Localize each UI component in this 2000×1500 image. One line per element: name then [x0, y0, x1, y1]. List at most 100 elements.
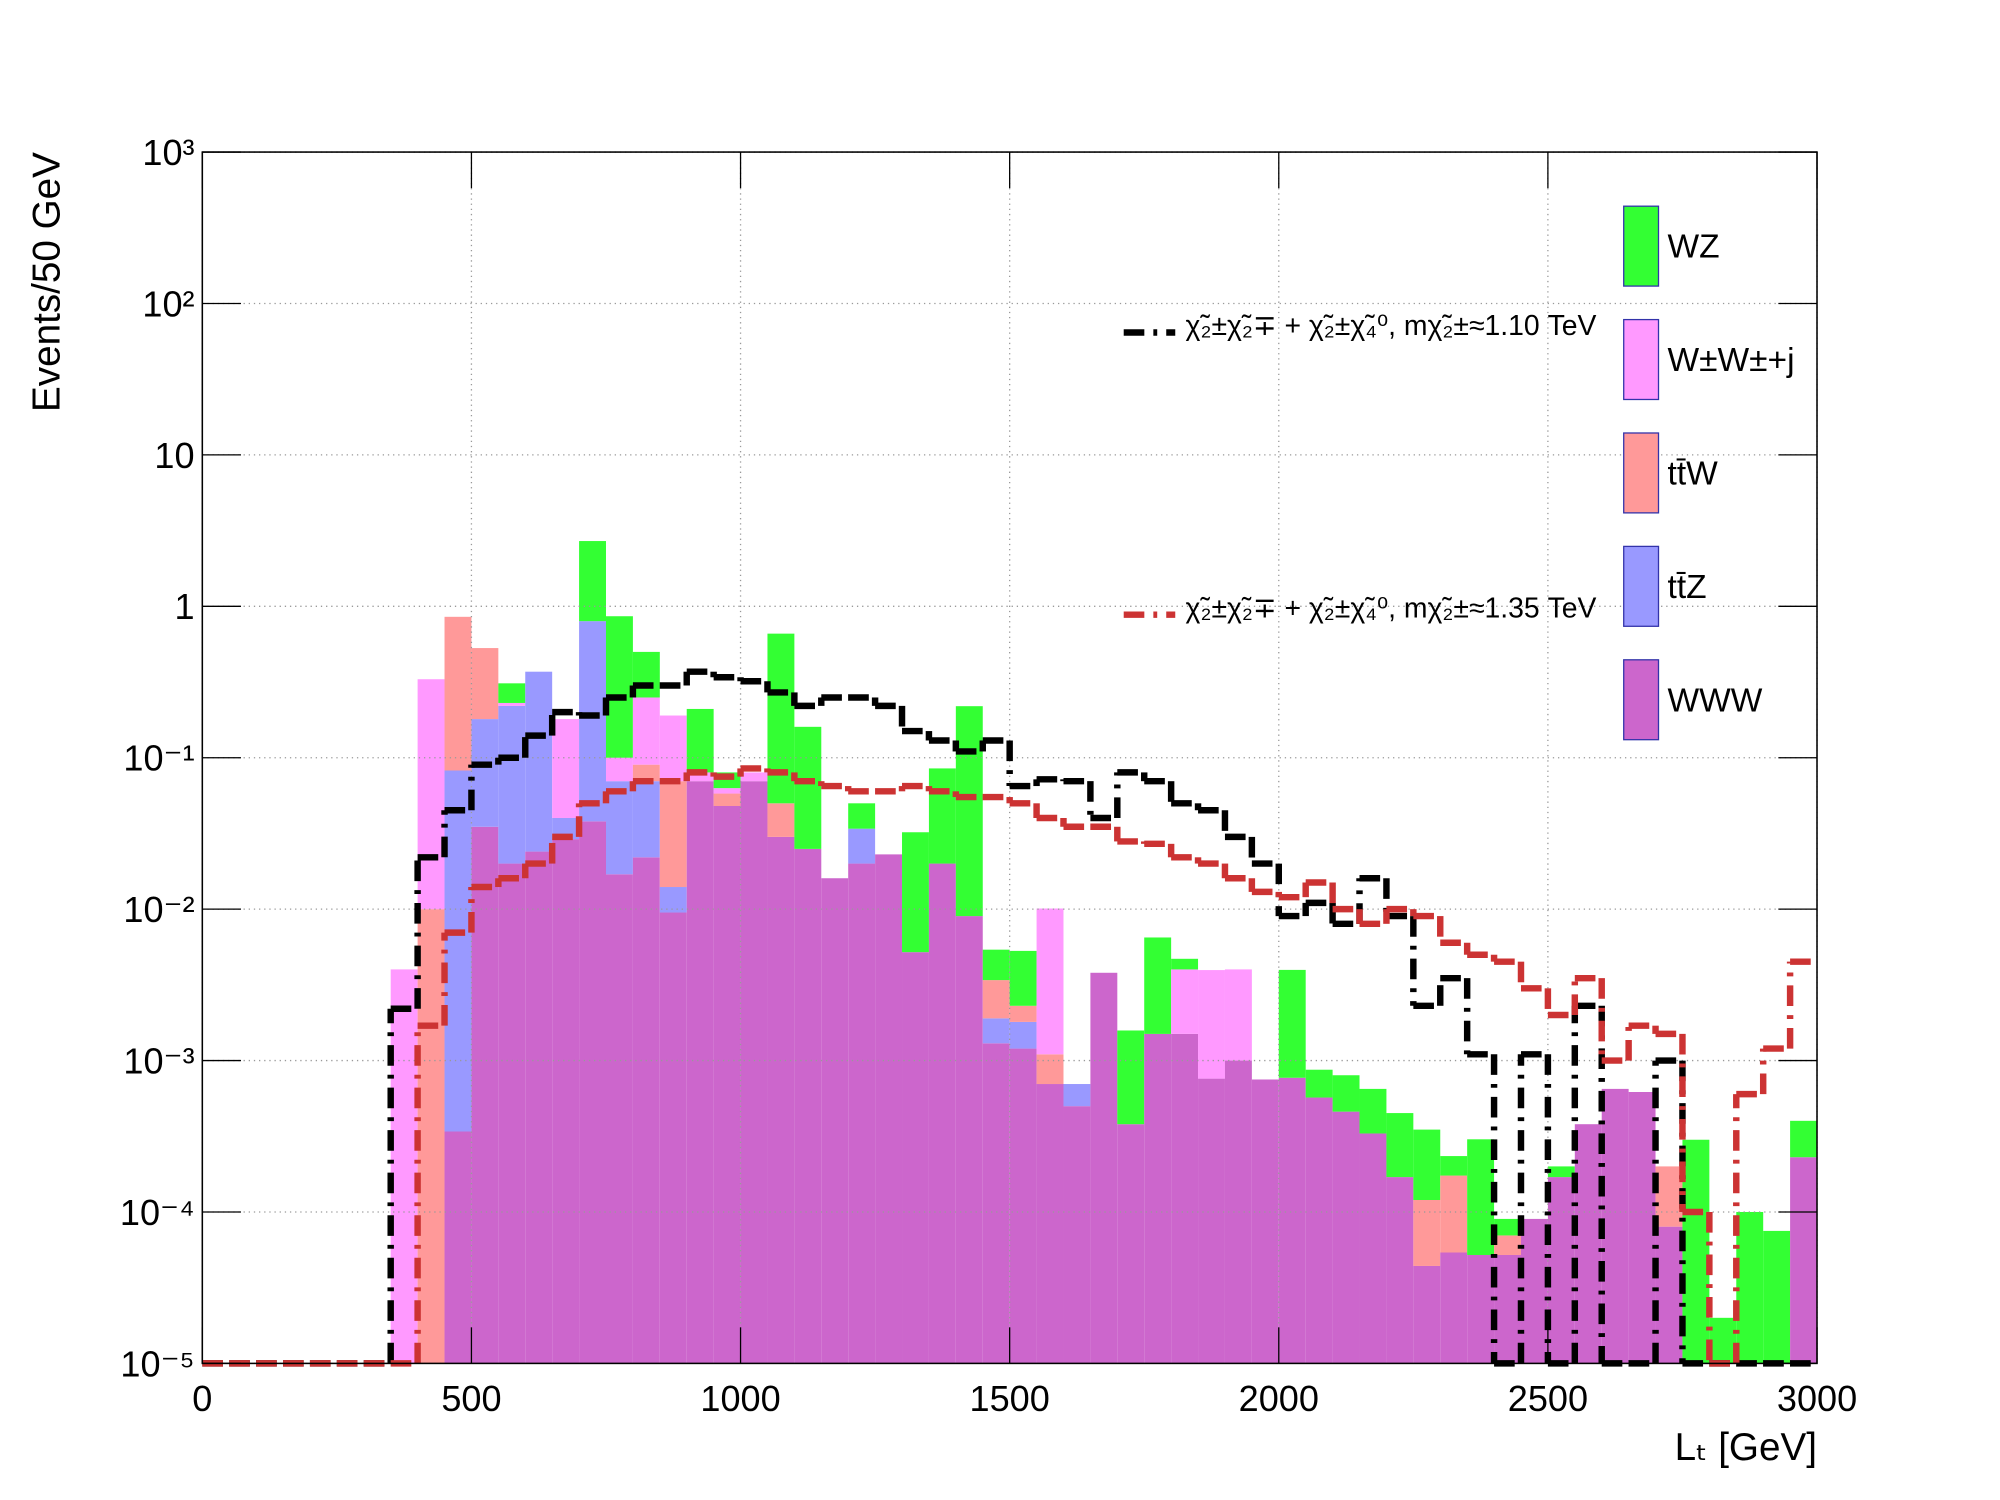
bar-segment [1440, 1252, 1468, 1364]
legend-swatch [1623, 318, 1660, 401]
bar-segment [1790, 1120, 1818, 1158]
bar-segment [848, 828, 876, 864]
bar-segment [1413, 1129, 1441, 1200]
bar-segment [982, 1043, 1010, 1364]
bar-segment [1790, 1157, 1818, 1364]
bar-segment [632, 857, 660, 1364]
bar-segment [982, 949, 1010, 981]
bar-segment [632, 781, 660, 858]
bar-segment [740, 781, 768, 1364]
bar-segment [955, 706, 983, 917]
bar-segment [1574, 1124, 1602, 1364]
bar-segment [579, 541, 606, 622]
bar-segment [471, 826, 499, 1364]
bar-segment [794, 726, 822, 849]
bar-segment [444, 616, 472, 771]
bar-segment [659, 715, 687, 782]
bar-segment [444, 1131, 472, 1364]
bar-segment [902, 952, 929, 1364]
y-tick-label: 10⁻³ [123, 1040, 194, 1081]
bar-segment [713, 793, 741, 806]
bar-segment [1736, 1211, 1764, 1364]
bar-segment [928, 768, 956, 864]
bar-segment [1413, 1199, 1441, 1266]
bar-segment [686, 708, 714, 773]
x-tick-label: 500 [441, 1378, 501, 1419]
bar-segment [1171, 1033, 1199, 1364]
bar-segment [1386, 1177, 1414, 1364]
y-tick-label: 10 [154, 435, 194, 476]
x-tick-label: 2500 [1508, 1378, 1588, 1419]
bar-segment [1682, 1139, 1710, 1364]
bar-segment [1655, 1166, 1683, 1227]
bar-segment [552, 839, 580, 1364]
bar-segment [498, 702, 526, 706]
bar-segment [417, 909, 445, 1364]
bar-segment [955, 916, 983, 1364]
histogram-layer [390, 541, 1818, 1364]
bar-segment [1440, 1175, 1468, 1253]
legend-swatch [1623, 659, 1660, 741]
bar-segment [605, 874, 633, 1364]
x-axis-title: Lₜ [GeV] [1675, 1426, 1817, 1469]
x-tick-label: 0 [192, 1378, 212, 1419]
bar-segment [525, 671, 553, 852]
bar-segment [605, 757, 633, 782]
bar-segment [525, 851, 553, 1364]
bar-segment [471, 648, 499, 720]
bar-segment [659, 781, 687, 888]
y-tick-label: 1 [175, 586, 195, 627]
legend-label: χ̃₂±χ̃₂∓ + χ̃₂±χ̃₄⁰, mχ̃₂±≈1.35 TeV [1186, 592, 1597, 624]
bar-segment [767, 803, 795, 837]
legend-swatch [1623, 432, 1660, 514]
bar-segment [875, 854, 903, 1364]
bar-segment [605, 781, 633, 875]
bar-segment [1009, 1048, 1037, 1364]
bar-segment [390, 969, 418, 1364]
y-tick-label: 10⁻² [123, 889, 194, 930]
bar-segment [767, 836, 795, 1364]
bar-segment [982, 1018, 1010, 1044]
x-tick-label: 1500 [970, 1378, 1050, 1419]
bar-segment [659, 912, 687, 1364]
bar-segment [740, 772, 768, 782]
bar-segment [1171, 969, 1199, 1034]
y-tick-label: 10⁻⁵ [120, 1343, 194, 1384]
bar-segment [1547, 1177, 1575, 1364]
x-tick-label: 3000 [1777, 1378, 1857, 1419]
bar-segment [1520, 1218, 1548, 1364]
bar-segment [686, 781, 714, 1364]
bar-segment [1601, 1088, 1629, 1364]
bar-segment [1278, 969, 1306, 1078]
y-tick-label: 10³ [142, 132, 194, 173]
bar-segment [713, 805, 741, 1364]
x-tick-label: 2000 [1239, 1378, 1319, 1419]
bar-segment [1359, 1088, 1387, 1134]
bar-segment [1117, 1124, 1145, 1364]
bar-segment [1144, 1033, 1172, 1364]
bar-segment [848, 863, 876, 1364]
bar-segment [1709, 1317, 1737, 1364]
bar-segment [1494, 1235, 1521, 1255]
bar-segment [579, 621, 606, 822]
bar-segment [605, 616, 633, 758]
bar-segment [1251, 1079, 1279, 1364]
legend-label: tt̄Z [1668, 569, 1707, 606]
legend-label: W±W±+j [1668, 342, 1795, 379]
bar-segment [1036, 1054, 1064, 1085]
bar-segment [1144, 937, 1172, 1034]
bar-segment [902, 832, 929, 953]
bar-segment [1494, 1254, 1521, 1364]
y-tick-label: 10⁻¹ [123, 738, 194, 779]
bar-segment [1655, 1226, 1683, 1364]
bar-segment [1198, 1078, 1225, 1364]
bar-segment [498, 863, 526, 1364]
y-axis-title: Events/50 GeV [25, 152, 68, 412]
bar-segment [1386, 1113, 1414, 1178]
bar-segment [1063, 1106, 1091, 1364]
bar-segment [1305, 1097, 1333, 1364]
bar-segment [1224, 969, 1252, 1061]
bar-segment [1440, 1156, 1468, 1176]
legend-label: tt̄W [1668, 456, 1719, 493]
